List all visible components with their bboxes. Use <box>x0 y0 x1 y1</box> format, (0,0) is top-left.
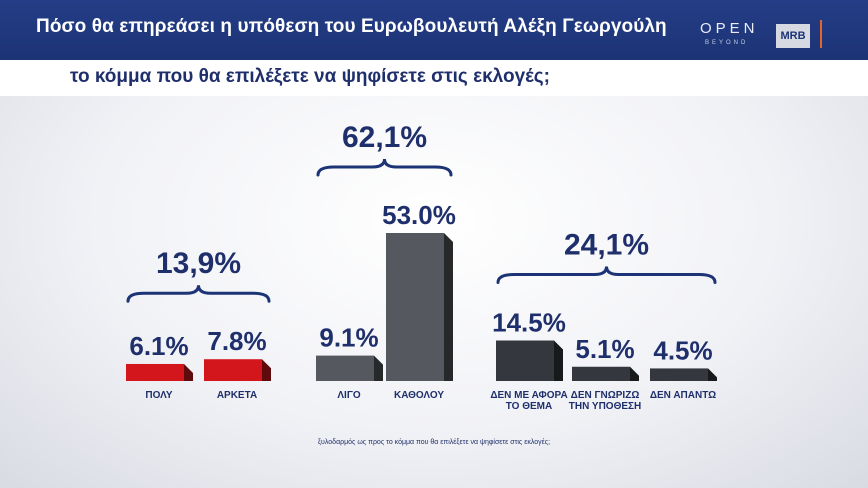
bar <box>496 340 554 381</box>
bar <box>650 368 708 381</box>
bar-side <box>374 355 383 381</box>
bar-side <box>444 233 453 381</box>
bar <box>126 363 184 381</box>
value-label: 4.5% <box>653 335 712 365</box>
bar <box>386 233 444 381</box>
value-label: 53.0% <box>382 200 456 230</box>
value-label: 7.8% <box>207 326 266 356</box>
category-label: ΔΕΝ ΓΝΩΡΙΖΩ <box>571 390 640 401</box>
category-label: ΔΕΝ ΑΠΑΝΤΩ <box>650 390 716 401</box>
bar-side <box>554 340 563 381</box>
category-label: ΛΙΓΟ <box>337 390 360 401</box>
subtitle-bar <box>0 60 868 96</box>
value-label: 6.1% <box>129 331 188 361</box>
category-label: ΚΑΘΟΛΟΥ <box>394 390 444 401</box>
category-label: ΤΟ ΘΕΜΑ <box>506 401 552 412</box>
footnote: ξυλοδαρμός ως προς το κόμμα που θα επιλέ… <box>317 439 551 446</box>
group-total: 62,1% <box>342 121 427 154</box>
category-label: ΔΕΝ ΜΕ ΑΦΟΡΑ <box>490 390 567 401</box>
category-label: ΠΟΛΥ <box>145 390 172 401</box>
chart-subtitle: το κόμμα που θα επιλέξετε να ψηφίσετε στ… <box>70 66 550 87</box>
bar-side <box>184 363 193 381</box>
open-logo: OPEN <box>700 20 759 37</box>
group-brace <box>126 285 271 303</box>
group-total: 13,9% <box>156 247 241 280</box>
value-label: 9.1% <box>319 323 378 353</box>
bar <box>572 366 630 381</box>
group-total: 24,1% <box>564 229 649 262</box>
group-brace <box>316 158 453 177</box>
bar <box>204 359 262 381</box>
header-bar <box>0 0 868 60</box>
group-brace <box>496 266 717 285</box>
value-label: 14.5% <box>492 308 566 338</box>
bar-side <box>708 368 717 381</box>
bar-side <box>262 359 271 381</box>
beyond-logo: BEYOND <box>705 40 749 46</box>
mrb-logo: MRB <box>776 24 810 48</box>
bar <box>316 355 374 381</box>
value-label: 5.1% <box>575 334 634 364</box>
chart-title: Πόσο θα επηρεάσει η υπόθεση του Ευρωβουλ… <box>36 16 667 37</box>
bar-side <box>630 366 639 381</box>
header-divider <box>820 20 822 48</box>
category-label: ΤΗΝ ΥΠΟΘΕΣΗ <box>569 401 642 412</box>
category-label: ΑΡΚΕΤΑ <box>217 390 257 401</box>
